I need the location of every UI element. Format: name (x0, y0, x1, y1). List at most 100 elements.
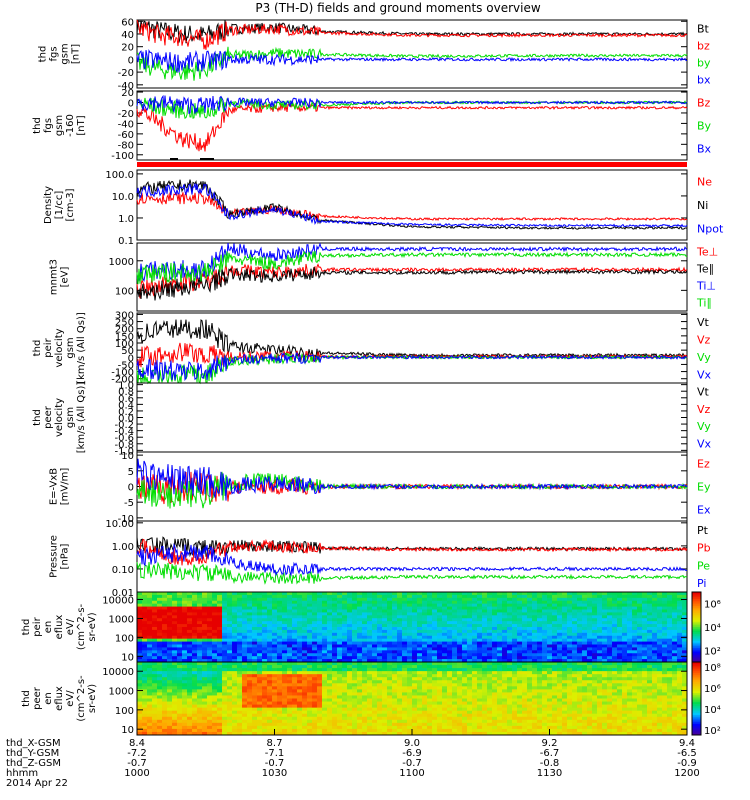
spectrogram-cell (312, 632, 318, 637)
spectrogram-cell (382, 632, 388, 637)
spectrogram-cell (512, 704, 518, 709)
spectrogram-cell (462, 704, 468, 709)
spectrogram-cell (262, 689, 268, 693)
spectrogram-cell (177, 704, 183, 709)
spectrogram-cell (672, 632, 678, 637)
spectrogram-cell (572, 603, 578, 608)
spectrogram-cell (232, 641, 238, 645)
y-tick-label: 100 (115, 339, 134, 350)
spectrogram-cell (367, 627, 373, 631)
spectrogram-cell (677, 653, 683, 657)
spectrogram-cell (222, 635, 228, 640)
colorbar-tick-label: 10⁶ (704, 600, 721, 611)
spectrogram-cell (202, 615, 208, 619)
spectrogram-cell (182, 594, 188, 599)
spectrogram-cell (332, 644, 338, 648)
y-axis-label: thd (32, 117, 43, 134)
spectrogram-cell (357, 665, 363, 669)
spectrogram-cell (247, 707, 253, 712)
spectrogram-cell (197, 609, 203, 613)
spectrogram-cell (417, 600, 423, 605)
spectrogram-cell (202, 618, 208, 622)
spectrogram-cell (302, 701, 308, 706)
legend-by: by (697, 57, 711, 70)
spectrogram-cell (342, 609, 348, 613)
spectrogram-cell (372, 683, 378, 687)
spectrogram-cell (457, 629, 463, 634)
spectrogram-cell (337, 725, 343, 730)
spectrogram-cell (312, 677, 318, 681)
spectrogram-cell (257, 719, 263, 724)
spectrogram-cell (437, 716, 443, 721)
spectrogram-cell (382, 725, 388, 730)
spectrogram-cell (282, 710, 288, 715)
spectrogram-cell (167, 641, 173, 645)
spectrogram-cell (477, 710, 483, 715)
spectrogram-cell (552, 653, 558, 657)
spectrogram-cell (627, 635, 633, 640)
spectrogram-cell (482, 695, 488, 699)
spectrogram-cell (462, 692, 468, 696)
spectrogram-cell (222, 621, 228, 625)
spectrogram-cell (247, 692, 253, 696)
spectrogram-cell (302, 653, 308, 657)
spectrogram-cell (292, 671, 298, 675)
spectrogram-cell (142, 710, 148, 715)
spectrogram-cell (487, 725, 493, 730)
spectrogram-cell (382, 707, 388, 712)
spectrogram-cell (172, 677, 178, 681)
spectrogram-cell (537, 728, 543, 733)
spectrogram-cell (402, 629, 408, 634)
spectrogram-cell (302, 668, 308, 672)
spectrogram-cell (572, 659, 578, 663)
spectrogram-cell (412, 707, 418, 712)
spectrogram-cell (432, 683, 438, 687)
spectrogram-cell (177, 713, 183, 718)
spectrogram-cell (447, 600, 453, 605)
spectrogram-cell (342, 686, 348, 690)
spectrogram-cell (587, 597, 593, 602)
spectrogram-cell (232, 635, 238, 640)
spectrogram-cell (307, 659, 313, 663)
spectrogram-cell (437, 662, 443, 666)
spectrogram-cell (177, 722, 183, 727)
spectrogram-cell (247, 650, 253, 654)
spectrogram-cell (362, 677, 368, 681)
spectrogram-cell (437, 621, 443, 625)
spectrogram-cell (327, 668, 333, 672)
spectrogram-cell (337, 592, 343, 596)
spectrogram-cell (662, 592, 668, 596)
spectrogram-cell (377, 671, 383, 675)
spectrogram-cell (172, 600, 178, 605)
spectrogram-cell (212, 597, 218, 602)
spectrogram-cell (192, 683, 198, 687)
spectrogram-cell (342, 606, 348, 610)
spectrogram-cell (487, 600, 493, 605)
spectrogram-cell (502, 707, 508, 712)
spectrogram-cell (532, 621, 538, 625)
spectrogram-cell (537, 594, 543, 599)
spectrogram-cell (552, 671, 558, 675)
spectrogram-cell (182, 713, 188, 718)
spectrogram-cell (357, 689, 363, 693)
spectrogram-cell (387, 716, 393, 721)
spectrogram-cell (217, 597, 223, 602)
spectrogram-cell (172, 656, 178, 660)
spectrogram-cell (432, 629, 438, 634)
spectrogram-cell (237, 592, 243, 596)
spectrogram-cell (242, 689, 248, 693)
spectrogram-cell (667, 600, 673, 605)
spectrogram-cell (227, 644, 233, 648)
spectrogram-cell (402, 618, 408, 622)
spectrogram-cell (237, 641, 243, 645)
spectrogram-cell (227, 677, 233, 681)
spectrogram-cell (377, 621, 383, 625)
spectrogram-cell (267, 629, 273, 634)
spectrogram-cell (602, 618, 608, 622)
spectrogram-cell (517, 674, 523, 678)
spectrogram-cell (542, 624, 548, 628)
spectrogram-cell (242, 597, 248, 602)
spectrogram-cell (467, 650, 473, 654)
spectrogram-cell (452, 671, 458, 675)
spectrogram-cell (252, 621, 258, 625)
